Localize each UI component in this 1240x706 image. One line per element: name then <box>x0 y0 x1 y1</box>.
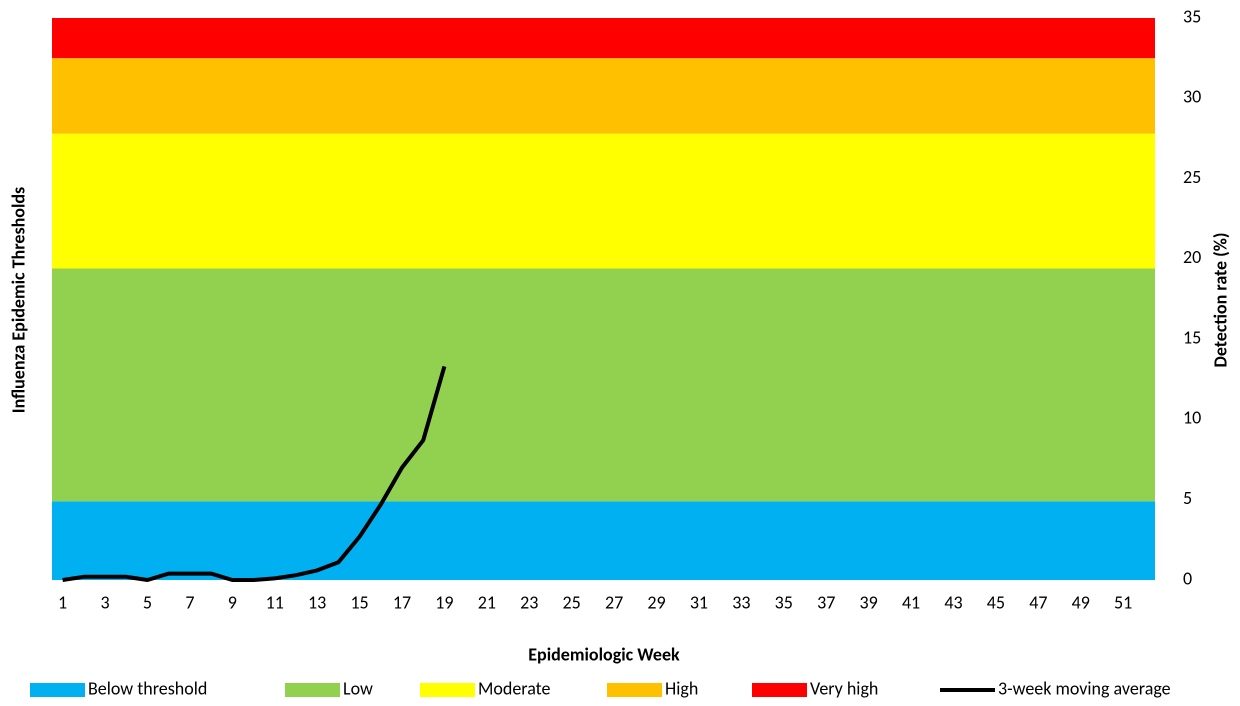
legend-label: Low <box>343 677 373 699</box>
y-axis-title: Influenza Epidemic Thresholds <box>7 187 29 413</box>
x-tick-label: 1 <box>58 591 67 613</box>
legend-label: Very high <box>810 677 878 699</box>
threshold-band <box>52 268 1155 502</box>
legend-label: Moderate <box>478 677 550 699</box>
x-tick-label: 13 <box>308 591 326 613</box>
line <box>62 365 447 582</box>
x-tick-label: 37 <box>817 591 835 613</box>
x-tick-label: 3 <box>100 591 109 613</box>
legend-swatch <box>607 683 662 697</box>
legend-label: 3-week moving average <box>998 677 1171 699</box>
legend-label: High <box>665 677 698 699</box>
threshold-band <box>52 18 1155 59</box>
x-tick-label: 7 <box>185 591 194 613</box>
y2-axis-title: Detection rate (%) <box>1209 232 1231 367</box>
x-tick-label: 49 <box>1072 591 1090 613</box>
x-axis-title: Epidemiologic Week <box>528 643 680 665</box>
threshold-band <box>52 133 1155 269</box>
x-tick-label: 45 <box>987 591 1005 613</box>
y2-tick-label: 20 <box>1183 246 1201 268</box>
x-tick-label: 25 <box>563 591 581 613</box>
x-tick-label: 43 <box>944 591 962 613</box>
x-tick-label: 9 <box>228 591 237 613</box>
x-tick-label: 11 <box>266 591 284 613</box>
x-tick-label: 15 <box>350 591 368 613</box>
x-tick-label: 47 <box>1029 591 1047 613</box>
x-tick-label: 5 <box>143 591 152 613</box>
y2-tick-label: 5 <box>1183 487 1192 509</box>
x-tick-label: 51 <box>1114 591 1132 613</box>
legend-label: Below threshold <box>88 677 207 699</box>
legend-swatch <box>30 683 85 697</box>
y2-tick-label: 10 <box>1183 407 1201 429</box>
y2-tick-label: 15 <box>1183 326 1201 348</box>
legend-swatch <box>285 683 340 697</box>
threshold-band <box>52 58 1155 134</box>
x-tick-label: 23 <box>520 591 538 613</box>
y2-tick-label: 35 <box>1183 5 1201 27</box>
x-tick-label: 27 <box>605 591 623 613</box>
x-tick-label: 33 <box>732 591 750 613</box>
x-tick-label: 31 <box>690 591 708 613</box>
x-tick-label: 21 <box>478 591 496 613</box>
legend-swatch <box>420 683 475 697</box>
y2-tick-label: 25 <box>1183 166 1201 188</box>
x-tick-label: 39 <box>860 591 878 613</box>
x-tick-label: 41 <box>902 591 920 613</box>
x-tick-label: 19 <box>435 591 453 613</box>
threshold-band <box>52 501 1155 580</box>
y2-tick-label: 30 <box>1183 86 1201 108</box>
y2-tick-label: 0 <box>1183 567 1192 589</box>
x-tick-label: 17 <box>393 591 411 613</box>
legend-swatch <box>752 683 807 697</box>
x-tick-label: 29 <box>647 591 665 613</box>
x-tick-label: 35 <box>775 591 793 613</box>
